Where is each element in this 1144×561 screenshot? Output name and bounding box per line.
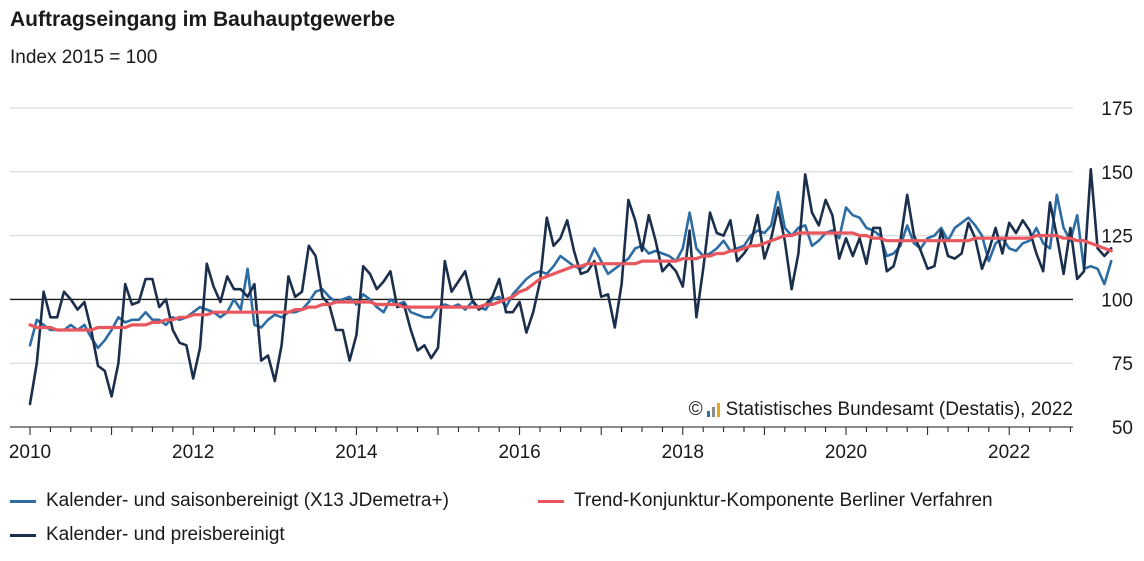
y-tick-label: 150 xyxy=(1101,163,1133,184)
chart-title: Auftragseingang im Bauhauptgewerbe xyxy=(10,8,396,31)
legend-label: Trend-Konjunktur-Komponente Berliner Ver… xyxy=(574,490,993,511)
legend-item-saisonbereinigt: Kalender- und saisonbereinigt (X13 JDeme… xyxy=(10,490,449,512)
legend-item-preisbereinigt: Kalender- und preisbereinigt xyxy=(10,524,285,546)
y-tick-label: 175 xyxy=(1101,99,1133,120)
y-axis-ticks: 50 75 100 125 150 175 xyxy=(1101,99,1133,439)
x-tick-label: 2012 xyxy=(172,442,214,463)
legend-swatch xyxy=(10,499,36,503)
x-tick-label: 2016 xyxy=(498,442,540,463)
y-tick-label: 50 xyxy=(1112,418,1133,439)
series-line-saisonbereinigt xyxy=(28,190,1113,350)
y-tick-label: 100 xyxy=(1101,290,1133,311)
series-line-trend xyxy=(28,231,1113,332)
series-lines xyxy=(28,167,1113,406)
legend-label: Kalender- und preisbereinigt xyxy=(46,524,285,545)
x-tick-label: 2020 xyxy=(825,442,867,463)
x-axis: 2010 2012 2014 2016 2018 2020 2022 xyxy=(9,426,1073,463)
destatis-logo-icon xyxy=(706,403,720,417)
gridlines xyxy=(10,107,1073,364)
legend-label: Kalender- und saisonbereinigt (X13 JDeme… xyxy=(46,490,449,511)
source-note: © Statistisches Bundesamt (Destatis), 20… xyxy=(689,399,1073,421)
chart-subtitle: Index 2015 = 100 xyxy=(10,47,158,68)
source-text: Statistisches Bundesamt (Destatis), 2022 xyxy=(725,399,1073,420)
x-tick-label: 2010 xyxy=(9,442,51,463)
x-tick-label: 2014 xyxy=(335,442,378,463)
legend-item-trend: Trend-Konjunktur-Komponente Berliner Ver… xyxy=(538,490,993,512)
legend-swatch xyxy=(538,499,564,503)
y-tick-label: 75 xyxy=(1112,354,1133,375)
x-tick-label: 2018 xyxy=(662,442,704,463)
copyright-symbol: © xyxy=(688,399,703,420)
x-tick-label: 2022 xyxy=(988,442,1030,463)
series-line-preisbereinigt xyxy=(28,167,1113,406)
legend-swatch xyxy=(10,533,36,537)
y-tick-label: 125 xyxy=(1101,227,1133,248)
